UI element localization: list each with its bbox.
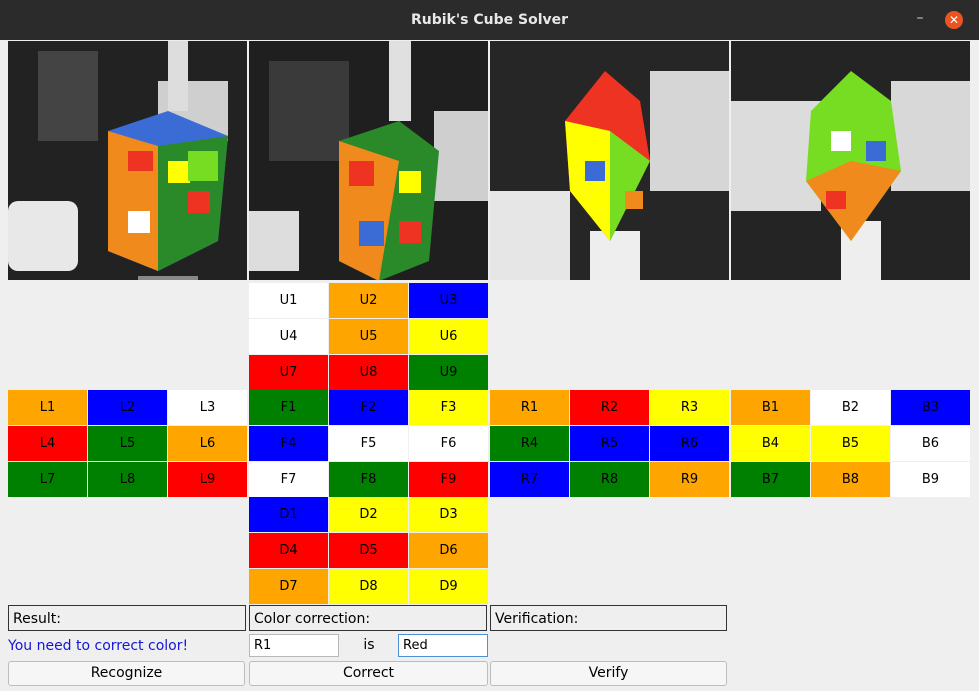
sticker-u4[interactable]: U4 bbox=[249, 319, 328, 354]
sticker-b6[interactable]: B6 bbox=[891, 426, 970, 461]
sticker-l3[interactable]: L3 bbox=[168, 390, 247, 425]
sticker-b3[interactable]: B3 bbox=[891, 390, 970, 425]
status-message: You need to correct color! bbox=[8, 638, 189, 654]
sticker-d1[interactable]: D1 bbox=[249, 497, 328, 532]
sticker-b1[interactable]: B1 bbox=[731, 390, 810, 425]
verification-label: Verification: bbox=[490, 605, 727, 631]
is-label: is bbox=[363, 637, 375, 653]
sticker-f5[interactable]: F5 bbox=[329, 426, 408, 461]
sticker-f7[interactable]: F7 bbox=[249, 462, 328, 497]
sticker-f8[interactable]: F8 bbox=[329, 462, 408, 497]
sticker-b4[interactable]: B4 bbox=[731, 426, 810, 461]
sticker-r4[interactable]: R4 bbox=[490, 426, 569, 461]
sticker-u2[interactable]: U2 bbox=[329, 283, 408, 318]
sticker-l4[interactable]: L4 bbox=[8, 426, 87, 461]
sticker-b5[interactable]: B5 bbox=[811, 426, 890, 461]
sticker-l6[interactable]: L6 bbox=[168, 426, 247, 461]
sticker-r2[interactable]: R2 bbox=[570, 390, 649, 425]
sticker-u3[interactable]: U3 bbox=[409, 283, 488, 318]
sticker-b8[interactable]: B8 bbox=[811, 462, 890, 497]
sticker-u7[interactable]: U7 bbox=[249, 355, 328, 390]
close-icon[interactable]: ✕ bbox=[945, 11, 963, 29]
sticker-d2[interactable]: D2 bbox=[329, 497, 408, 532]
recognize-button[interactable]: Recognize bbox=[8, 661, 245, 686]
verify-button[interactable]: Verify bbox=[490, 661, 727, 686]
sticker-r5[interactable]: R5 bbox=[570, 426, 649, 461]
sticker-f1[interactable]: F1 bbox=[249, 390, 328, 425]
sticker-d7[interactable]: D7 bbox=[249, 569, 328, 604]
sticker-l8[interactable]: L8 bbox=[88, 462, 167, 497]
sticker-input[interactable] bbox=[249, 634, 339, 657]
sticker-d3[interactable]: D3 bbox=[409, 497, 488, 532]
camera-photo-1 bbox=[8, 41, 247, 280]
sticker-r1[interactable]: R1 bbox=[490, 390, 569, 425]
camera-photo-3 bbox=[490, 41, 729, 280]
sticker-b2[interactable]: B2 bbox=[811, 390, 890, 425]
sticker-u8[interactable]: U8 bbox=[329, 355, 408, 390]
color-correction-label: Color correction: bbox=[249, 605, 487, 631]
sticker-b9[interactable]: B9 bbox=[891, 462, 970, 497]
sticker-l9[interactable]: L9 bbox=[168, 462, 247, 497]
sticker-l7[interactable]: L7 bbox=[8, 462, 87, 497]
sticker-f6[interactable]: F6 bbox=[409, 426, 488, 461]
sticker-r7[interactable]: R7 bbox=[490, 462, 569, 497]
sticker-f2[interactable]: F2 bbox=[329, 390, 408, 425]
sticker-d5[interactable]: D5 bbox=[329, 533, 408, 568]
sticker-d6[interactable]: D6 bbox=[409, 533, 488, 568]
correct-button[interactable]: Correct bbox=[249, 661, 488, 686]
sticker-f9[interactable]: F9 bbox=[409, 462, 488, 497]
sticker-u1[interactable]: U1 bbox=[249, 283, 328, 318]
sticker-f4[interactable]: F4 bbox=[249, 426, 328, 461]
sticker-b7[interactable]: B7 bbox=[731, 462, 810, 497]
color-input[interactable] bbox=[398, 634, 488, 657]
sticker-r6[interactable]: R6 bbox=[650, 426, 729, 461]
result-label: Result: bbox=[8, 605, 246, 631]
minimize-icon[interactable]: – bbox=[916, 10, 924, 26]
sticker-l1[interactable]: L1 bbox=[8, 390, 87, 425]
sticker-d8[interactable]: D8 bbox=[329, 569, 408, 604]
sticker-l2[interactable]: L2 bbox=[88, 390, 167, 425]
title-bar: Rubik's Cube Solver – ✕ bbox=[0, 0, 979, 40]
sticker-r9[interactable]: R9 bbox=[650, 462, 729, 497]
camera-photo-4 bbox=[731, 41, 970, 280]
sticker-u6[interactable]: U6 bbox=[409, 319, 488, 354]
sticker-d4[interactable]: D4 bbox=[249, 533, 328, 568]
sticker-l5[interactable]: L5 bbox=[88, 426, 167, 461]
sticker-d9[interactable]: D9 bbox=[409, 569, 488, 604]
sticker-u9[interactable]: U9 bbox=[409, 355, 488, 390]
window-title: Rubik's Cube Solver bbox=[410, 12, 569, 28]
sticker-r8[interactable]: R8 bbox=[570, 462, 649, 497]
sticker-u5[interactable]: U5 bbox=[329, 319, 408, 354]
sticker-r3[interactable]: R3 bbox=[650, 390, 729, 425]
sticker-f3[interactable]: F3 bbox=[409, 390, 488, 425]
camera-photo-2 bbox=[249, 41, 488, 280]
